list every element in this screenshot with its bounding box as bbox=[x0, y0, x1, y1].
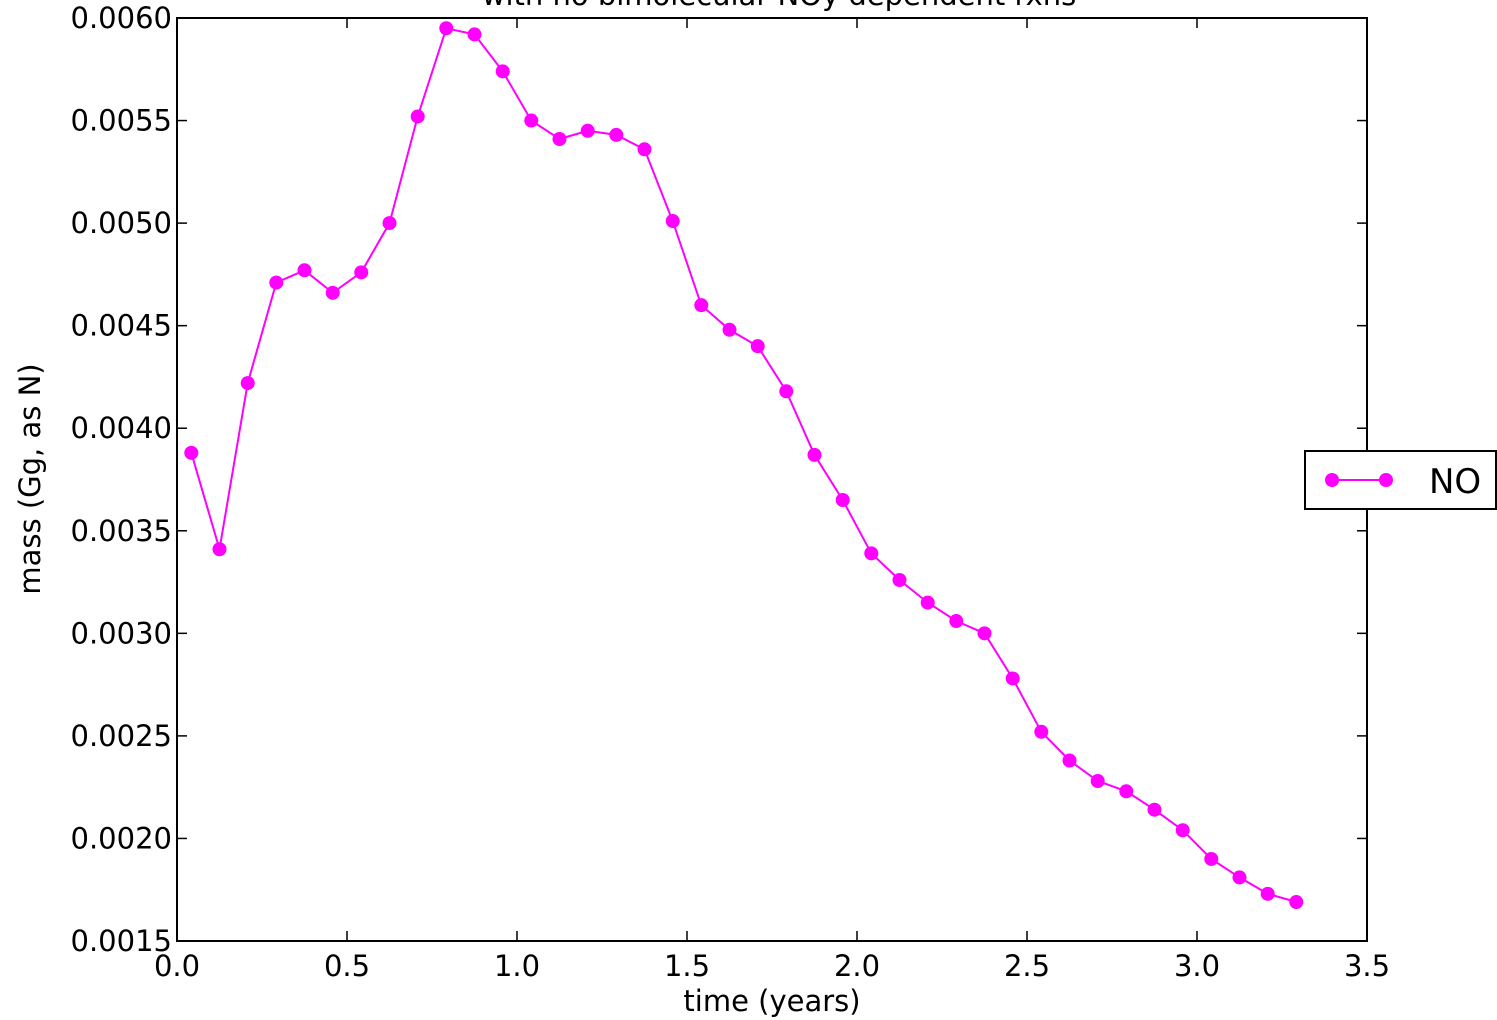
x-tick-label: 2.5 bbox=[1004, 949, 1050, 983]
data-point bbox=[722, 322, 737, 337]
x-tick-label: 3.0 bbox=[1174, 949, 1220, 983]
y-tick-label: 0.0055 bbox=[71, 104, 172, 138]
data-point bbox=[892, 573, 907, 588]
y-tick-label: 0.0030 bbox=[71, 616, 172, 650]
data-point bbox=[920, 595, 935, 610]
x-tick-label: 1.0 bbox=[494, 949, 540, 983]
x-tick-label: 0.0 bbox=[154, 949, 200, 983]
data-point bbox=[1062, 753, 1077, 768]
data-point bbox=[580, 123, 595, 138]
data-point bbox=[325, 285, 340, 300]
x-tick-label: 3.5 bbox=[1344, 949, 1390, 983]
data-point bbox=[779, 384, 794, 399]
y-tick-label: 0.0015 bbox=[71, 924, 172, 958]
y-tick-label: 0.0025 bbox=[71, 719, 172, 753]
data-point bbox=[807, 447, 822, 462]
data-point bbox=[694, 298, 709, 313]
data-point bbox=[1090, 774, 1105, 789]
y-tick-label: 0.0050 bbox=[71, 206, 172, 240]
y-axis-label: mass (Gg, as N) bbox=[13, 363, 47, 594]
x-tick-label: 1.5 bbox=[664, 949, 710, 983]
data-point bbox=[864, 546, 879, 561]
x-axis-label: time (years) bbox=[683, 984, 860, 1018]
legend-marker bbox=[1325, 473, 1339, 487]
x-tick-label: 0.5 bbox=[324, 949, 370, 983]
data-point bbox=[665, 214, 680, 229]
data-point bbox=[212, 542, 227, 557]
data-point bbox=[609, 127, 624, 142]
data-point bbox=[495, 64, 510, 79]
y-tick-label: 0.0035 bbox=[71, 514, 172, 548]
data-point bbox=[1289, 895, 1304, 910]
series-no bbox=[184, 21, 1304, 910]
legend: NO bbox=[1304, 450, 1497, 510]
data-point bbox=[552, 132, 567, 147]
data-point bbox=[1260, 886, 1275, 901]
data-point bbox=[1119, 784, 1134, 799]
x-axis-ticks: 0.0 0.5 1.0 1.5 2.0 2.5 3.0 3.5 bbox=[154, 18, 1390, 983]
data-point bbox=[382, 216, 397, 231]
y-axis-ticks: 0.0015 0.0020 0.0025 0.0030 0.0035 0.0040 0.00… bbox=[71, 1, 1367, 958]
series-line bbox=[190, 27, 1297, 903]
y-tick-label: 0.0045 bbox=[71, 309, 172, 343]
data-point bbox=[835, 493, 850, 508]
data-point bbox=[1175, 823, 1190, 838]
data-point bbox=[439, 21, 454, 36]
data-point bbox=[354, 265, 369, 280]
data-point bbox=[467, 27, 482, 42]
legend-marker bbox=[1379, 473, 1393, 487]
data-point bbox=[524, 113, 539, 128]
y-tick-label: 0.0060 bbox=[71, 1, 172, 35]
data-point bbox=[269, 275, 284, 290]
x-tick-label: 2.0 bbox=[834, 949, 880, 983]
data-point bbox=[297, 263, 312, 278]
data-point bbox=[410, 109, 425, 124]
data-point bbox=[1147, 802, 1162, 817]
data-point bbox=[1005, 671, 1020, 686]
plot-area-frame bbox=[176, 17, 1368, 942]
data-point bbox=[1204, 851, 1219, 866]
data-point bbox=[949, 614, 964, 629]
data-point bbox=[1232, 870, 1247, 885]
data-point bbox=[184, 445, 199, 460]
y-tick-label: 0.0020 bbox=[71, 821, 172, 855]
chart-title: with no bimolecular NOy dependent rxns bbox=[482, 0, 1077, 12]
data-point bbox=[750, 339, 765, 354]
data-point bbox=[240, 376, 255, 391]
y-tick-label: 0.0040 bbox=[71, 411, 172, 445]
data-point bbox=[637, 142, 652, 157]
data-point bbox=[1034, 724, 1049, 739]
legend-label: NO bbox=[1429, 462, 1481, 502]
data-point bbox=[977, 626, 992, 641]
